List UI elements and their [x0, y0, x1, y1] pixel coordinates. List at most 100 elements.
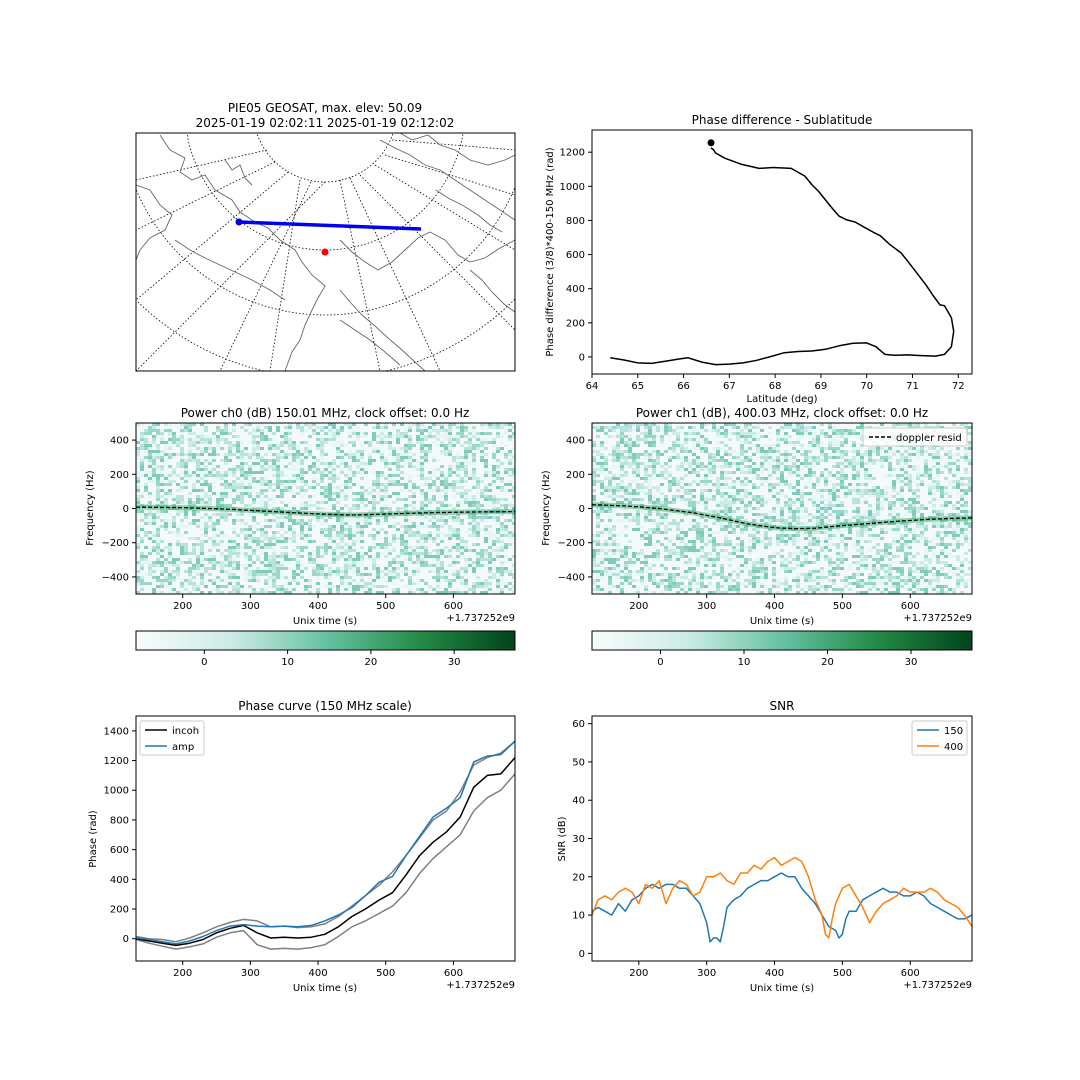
phase_curve-series-1 [136, 740, 515, 943]
y-tick-label: 0 [579, 352, 585, 363]
colorbar-tick-label: 30 [905, 657, 918, 668]
power-ch0-plot [136, 506, 515, 516]
x-tick-label: 200 [173, 968, 192, 979]
power-ch1-xlabel: Unix time (s) [750, 616, 814, 627]
x-tick-label: 400 [309, 968, 328, 979]
phase_curve-series-amp [136, 740, 515, 945]
snr-offset: +1.737252e9 [903, 980, 972, 991]
power-ch1-plot [592, 504, 972, 530]
phase-curve-legend: incoh amp [139, 720, 205, 756]
phase-curve-xlabel: Unix time (s) [293, 983, 357, 994]
x-tick-label: 400 [765, 601, 784, 612]
power-ch1-panel: Power ch1 (dB), 400.03 MHz, clock offset… [541, 406, 973, 627]
x-tick-label: 500 [376, 968, 395, 979]
y-tick-label: 800 [566, 216, 585, 227]
y-tick-label: 200 [110, 905, 129, 916]
track-start-marker [235, 218, 243, 226]
phase-sublat-xticks: 64 65 66 67 68 69 70 71 72 [586, 374, 965, 392]
map-title-line2: 2025-01-19 02:02:11 2025-01-19 02:12:02 [196, 116, 455, 130]
snr-series-400 [592, 856, 972, 939]
phase-curve-plot [136, 740, 515, 950]
power-ch0-ylabel: Frequency (Hz) [85, 470, 96, 546]
y-tick-label: 1200 [560, 148, 585, 159]
x-tick-label: 600 [444, 601, 463, 612]
phase-curve-frame [135, 715, 516, 962]
power-ch1-title: Power ch1 (dB), 400.03 MHz, clock offset… [636, 406, 928, 420]
y-tick-label: 800 [110, 815, 129, 826]
y-tick-label: 0 [123, 504, 129, 515]
colorbar-tick-label: 20 [365, 657, 378, 668]
snr-title: SNR [770, 699, 795, 713]
colorbar-ch1: 0 10 20 30 [591, 630, 973, 668]
y-tick-label: 0 [123, 934, 129, 945]
x-tick-label: 67 [723, 381, 736, 392]
phase-sublat-frame [591, 129, 973, 375]
map-title-line1: PIE05 GEOSAT, max. elev: 50.09 [228, 101, 422, 115]
x-tick-label: 65 [631, 381, 644, 392]
y-tick-label: 400 [110, 436, 129, 447]
power-ch0-xlabel: Unix time (s) [293, 616, 357, 627]
y-tick-label: 40 [572, 796, 585, 807]
x-tick-label: 72 [952, 381, 965, 392]
phase-curve-offset: +1.737252e9 [446, 980, 515, 991]
colorbar-tick-label: 20 [821, 657, 834, 668]
y-tick-label: 10 [572, 911, 585, 922]
y-tick-label: 1200 [104, 756, 129, 767]
x-tick-label: 300 [697, 601, 716, 612]
legend-incoh-label: incoh [172, 726, 199, 737]
phase-curve-panel: Phase curve (150 MHz scale) 200 300 400 500… [88, 699, 516, 994]
power-ch1-ylabel: Frequency (Hz) [541, 470, 552, 546]
power-ch1-heatmap [592, 423, 972, 594]
y-tick-label: 20 [572, 872, 585, 883]
phase-sublat-ylabel: Phase difference (3/8)*400-150 MHz (rad) [545, 147, 556, 356]
x-tick-label: 400 [309, 601, 328, 612]
map-frame [135, 132, 516, 372]
y-tick-label: 600 [110, 845, 129, 856]
x-tick-label: 300 [697, 968, 716, 979]
y-tick-label: −400 [102, 572, 129, 583]
colorbar-tick-label: 0 [201, 657, 207, 668]
map-coastlines [136, 133, 515, 371]
y-tick-label: 0 [579, 949, 585, 960]
station-marker [321, 248, 329, 256]
x-tick-label: 71 [906, 381, 919, 392]
y-tick-label: 60 [572, 719, 585, 730]
x-tick-label: 500 [376, 601, 395, 612]
y-tick-label: −200 [558, 538, 585, 549]
y-tick-label: 400 [110, 875, 129, 886]
x-tick-label: 200 [629, 601, 648, 612]
snr-plot [592, 856, 972, 943]
y-tick-label: 1400 [104, 726, 129, 737]
snr-legend: 150 400 [911, 720, 968, 756]
colorbar-tick-label: 0 [657, 657, 663, 668]
x-tick-label: 68 [769, 381, 782, 392]
colorbar-ch0: 0 10 20 30 [135, 630, 516, 668]
map-graticule [136, 133, 515, 371]
power-ch0-panel: Power ch0 (dB) 150.01 MHz, clock offset:… [85, 406, 516, 627]
legend-amp-label: amp [172, 742, 194, 753]
y-tick-label: 200 [566, 318, 585, 329]
x-tick-label: 600 [901, 601, 920, 612]
snr-ylabel: SNR (dB) [557, 816, 568, 861]
phase-sublat-xlabel: Latitude (deg) [747, 394, 818, 405]
x-tick-label: 70 [860, 381, 873, 392]
x-tick-label: 200 [629, 968, 648, 979]
colorbar-tick-label: 10 [281, 657, 294, 668]
phase-curve-ylabel: Phase (rad) [88, 810, 99, 868]
x-tick-label: 69 [815, 381, 828, 392]
x-tick-label: 500 [833, 968, 852, 979]
snr-xlabel: Unix time (s) [750, 983, 814, 994]
colorbar-tick-label: 10 [738, 657, 751, 668]
power-ch1-xticks: 200 300 400 500 600 [629, 594, 920, 612]
power-ch1-offset: +1.737252e9 [903, 613, 972, 624]
x-tick-label: 600 [444, 968, 463, 979]
y-tick-label: 200 [566, 470, 585, 481]
legend-150-label: 150 [944, 726, 963, 737]
map-panel: PIE05 GEOSAT, max. elev: 50.09 2025-01-1… [135, 101, 516, 372]
x-tick-label: 300 [241, 601, 260, 612]
power-ch0-offset: +1.737252e9 [446, 613, 515, 624]
phase-sublat-yticks: 0 200 400 600 800 1000 1200 [560, 148, 592, 363]
phase-sublat-panel: Phase difference - Sublatitude 64 65 66 67 6… [545, 113, 973, 405]
map-area [136, 133, 515, 371]
